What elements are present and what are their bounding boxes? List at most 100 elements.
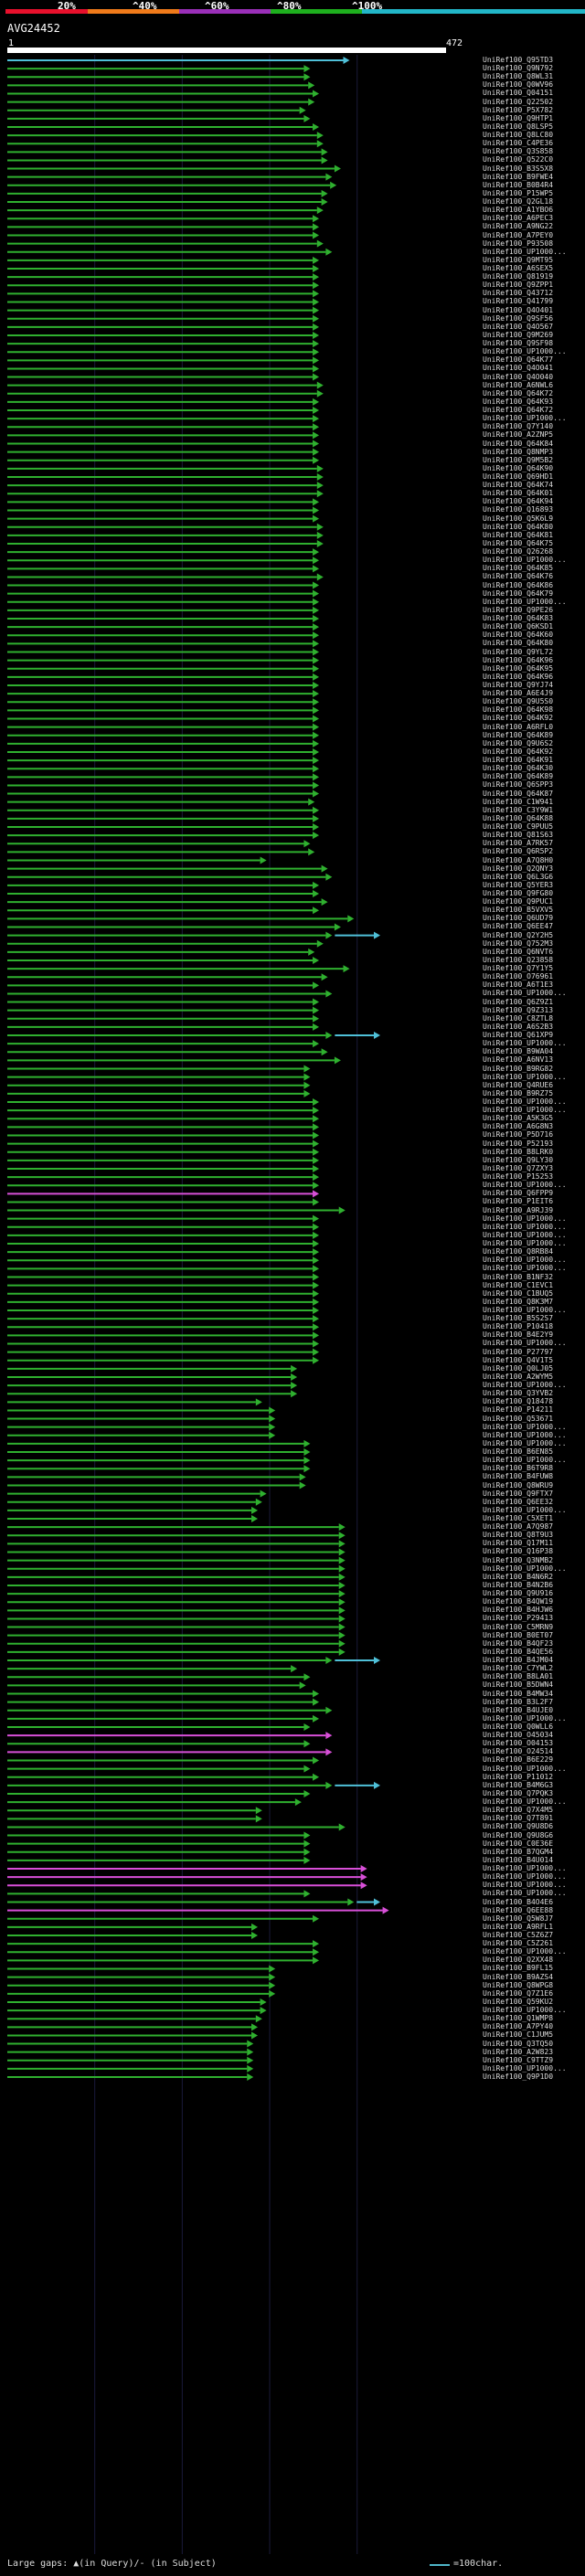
hit-label[interactable]: UniRef100_Q53671 <box>483 1414 554 1423</box>
hit-label[interactable]: UniRef100_Q64K88 <box>483 813 554 822</box>
hit-label[interactable]: UniRef100_A5K3G5 <box>483 1114 554 1123</box>
hit-label[interactable]: UniRef100_Q64K92 <box>483 747 554 756</box>
hit-label[interactable]: UniRef100_UP1000... <box>483 1306 567 1314</box>
hit-label[interactable]: UniRef100_Q64K81 <box>483 530 554 539</box>
hit-label[interactable]: UniRef100_B9RZ75 <box>483 1088 554 1097</box>
hit-label[interactable]: UniRef100_Q64K80 <box>483 522 554 531</box>
hit-label[interactable]: UniRef100_P93508 <box>483 239 554 248</box>
hit-label[interactable]: UniRef100_Q3YVB2 <box>483 1389 554 1398</box>
hit-label[interactable]: UniRef100_B4UJE0 <box>483 1705 554 1714</box>
hit-label[interactable]: UniRef100_Q64K83 <box>483 614 554 623</box>
hit-label[interactable]: UniRef100_Q64K92 <box>483 714 554 723</box>
hit-label[interactable]: UniRef100_Q22502 <box>483 97 554 106</box>
hit-label[interactable]: UniRef100_B9AZS4 <box>483 1972 554 1981</box>
hit-label[interactable]: UniRef100_Q4V1T5 <box>483 1355 554 1364</box>
hit-label[interactable]: UniRef100_Q9SF98 <box>483 339 554 348</box>
hit-label[interactable]: UniRef100_B4HJW6 <box>483 1606 554 1615</box>
hit-label[interactable]: UniRef100_Q64K74 <box>483 481 554 490</box>
hit-label[interactable]: UniRef100_UP1000... <box>483 1106 567 1115</box>
hit-label[interactable]: UniRef100_Q9YL72 <box>483 647 554 656</box>
hit-label[interactable]: UniRef100_Q64K94 <box>483 497 554 506</box>
hit-label[interactable]: UniRef100_B4QE56 <box>483 1647 554 1656</box>
hit-label[interactable]: UniRef100_C5Z6Z7 <box>483 1931 554 1939</box>
hit-label[interactable]: UniRef100_UP1000... <box>483 1181 567 1190</box>
hit-label[interactable]: UniRef100_UP1000... <box>483 1097 567 1106</box>
hit-label[interactable]: UniRef100_UP1000... <box>483 1339 567 1348</box>
hit-label[interactable]: UniRef100_Q6L3G6 <box>483 872 554 881</box>
hit-label[interactable]: UniRef100_B5DWN4 <box>483 1680 554 1690</box>
hit-label[interactable]: UniRef100_C1BUQ5 <box>483 1288 554 1298</box>
hit-label[interactable]: UniRef100_UP1000... <box>483 1438 567 1447</box>
hit-label[interactable]: UniRef100_Q64K96 <box>483 655 554 664</box>
hit-label[interactable]: UniRef100_Q3NMB2 <box>483 1555 554 1564</box>
hit-label[interactable]: UniRef100_Q5K6L9 <box>483 514 554 523</box>
hit-label[interactable]: UniRef100_C1EVC1 <box>483 1280 554 1289</box>
hit-label[interactable]: UniRef100_Q9YJ74 <box>483 681 554 689</box>
hit-label[interactable]: UniRef100_Q6NVT6 <box>483 947 554 956</box>
hit-label[interactable]: UniRef100_UP1000... <box>483 1797 567 1807</box>
hit-label[interactable]: UniRef100_UP1000... <box>483 414 567 423</box>
hit-label[interactable]: UniRef100_Q4RUE6 <box>483 1080 554 1089</box>
hit-label[interactable]: UniRef100_Q64K79 <box>483 588 554 598</box>
hit-label[interactable]: UniRef100_A6SEX5 <box>483 264 554 272</box>
hit-label[interactable]: UniRef100_UP1000... <box>483 1381 567 1390</box>
hit-label[interactable]: UniRef100_Q64K76 <box>483 572 554 581</box>
hit-label[interactable]: UniRef100_A7PEY0 <box>483 230 554 239</box>
hit-label[interactable]: UniRef100_Q81S63 <box>483 831 554 840</box>
hit-label[interactable]: UniRef100_A1YBO6 <box>483 206 554 215</box>
hit-label[interactable]: UniRef100_Q9HTP1 <box>483 113 554 122</box>
hit-label[interactable]: UniRef100_Q8LSP5 <box>483 122 554 131</box>
hit-label[interactable]: UniRef100_Q7PQK3 <box>483 1788 554 1797</box>
hit-label[interactable]: UniRef100_A6T1E3 <box>483 981 554 990</box>
hit-label[interactable]: UniRef100_Q4O041 <box>483 364 554 373</box>
hit-label[interactable]: UniRef100_Q9FTX7 <box>483 1489 554 1498</box>
hit-label[interactable]: UniRef100_Q6EE32 <box>483 1497 554 1506</box>
hit-label[interactable]: UniRef100_UP1000... <box>483 556 567 565</box>
hit-label[interactable]: UniRef100_B4U014 <box>483 1855 554 1864</box>
hit-label[interactable]: UniRef100_Q64K01 <box>483 489 554 498</box>
hit-label[interactable]: UniRef100_A9RFL1 <box>483 1922 554 1931</box>
hit-label[interactable]: UniRef100_Q0WLL6 <box>483 1723 554 1731</box>
hit-label[interactable]: UniRef100_UP1000... <box>483 1505 567 1514</box>
hit-label[interactable]: UniRef100_Q64K84 <box>483 439 554 448</box>
hit-label[interactable]: UniRef100_C5MRN9 <box>483 1622 554 1631</box>
hit-label[interactable]: UniRef100_A2ZNP5 <box>483 430 554 440</box>
hit-label[interactable]: UniRef100_Q9U8G6 <box>483 1830 554 1839</box>
hit-label[interactable]: UniRef100_A6PEC3 <box>483 214 554 223</box>
hit-label[interactable]: UniRef100_Q4O401 <box>483 305 554 314</box>
hit-label[interactable]: UniRef100_B8LA01 <box>483 1672 554 1681</box>
hit-label[interactable]: UniRef100_UP1000... <box>483 1214 567 1223</box>
hit-label[interactable]: UniRef100_UP1000... <box>483 1239 567 1248</box>
hit-label[interactable]: UniRef100_Q9ZPP1 <box>483 281 554 290</box>
hit-label[interactable]: UniRef100_C3Y9W1 <box>483 805 554 814</box>
hit-label[interactable]: UniRef100_Q6R5P2 <box>483 847 554 856</box>
hit-label[interactable]: UniRef100_Q4O040 <box>483 372 554 381</box>
hit-label[interactable]: UniRef100_B8LRK0 <box>483 1147 554 1156</box>
hit-label[interactable]: UniRef100_Q2Y2H5 <box>483 930 554 939</box>
hit-label[interactable]: UniRef100_A9RJ39 <box>483 1205 554 1214</box>
hit-label[interactable]: UniRef100_UP1000... <box>483 1256 567 1265</box>
hit-label[interactable]: UniRef100_UP1000... <box>483 1864 567 1873</box>
hit-label[interactable]: UniRef100_Q59KU2 <box>483 1997 554 2006</box>
hit-label[interactable]: UniRef100_Q2QNY3 <box>483 864 554 873</box>
hit-label[interactable]: UniRef100_C5XET1 <box>483 1514 554 1522</box>
hit-label[interactable]: UniRef100_Q26268 <box>483 547 554 557</box>
hit-label[interactable]: UniRef100_A6G8N3 <box>483 1122 554 1131</box>
hit-label[interactable]: UniRef100_B4E2Y9 <box>483 1330 554 1340</box>
hit-label[interactable]: UniRef100_Q7Y140 <box>483 422 554 431</box>
hit-label[interactable]: UniRef100_Q9Z313 <box>483 1005 554 1014</box>
hit-label[interactable]: UniRef100_B6E229 <box>483 1755 554 1765</box>
hit-label[interactable]: UniRef100_B5S2S7 <box>483 1314 554 1323</box>
hit-label[interactable]: UniRef100_Q9MT95 <box>483 255 554 264</box>
hit-label[interactable]: UniRef100_A7Q8H0 <box>483 855 554 864</box>
hit-label[interactable]: UniRef100_Q8LC80 <box>483 131 554 140</box>
hit-label[interactable]: UniRef100_A2WYM5 <box>483 1372 554 1381</box>
hit-label[interactable]: UniRef100_P5X782 <box>483 105 554 114</box>
hit-label[interactable]: UniRef100_B3S5X8 <box>483 164 554 173</box>
hit-label[interactable]: UniRef100_UP1000... <box>483 1422 567 1431</box>
hit-label[interactable]: UniRef100_B9WA04 <box>483 1047 554 1056</box>
hit-label[interactable]: UniRef100_UP1000... <box>483 1072 567 1081</box>
hit-label[interactable]: UniRef100_UP1000... <box>483 1713 567 1723</box>
hit-label[interactable]: UniRef100_UP1000... <box>483 1222 567 1231</box>
hit-label[interactable]: UniRef100_C1W941 <box>483 797 554 806</box>
